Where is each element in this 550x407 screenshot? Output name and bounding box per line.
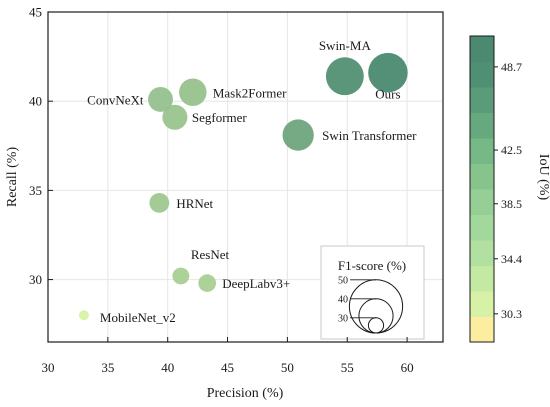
- point-label-hrnet: HRNet: [176, 196, 213, 211]
- plot-frame: [47, 11, 444, 343]
- x-tick-label: 55: [341, 360, 354, 375]
- point-labels: Swin-MA Ours Mask2Former ConvNeXt Segformer S…: [87, 38, 417, 325]
- colorbar-segment: [470, 112, 494, 139]
- data-point-mask2former: [179, 78, 207, 107]
- colorbar-tick-label: 30.3: [501, 307, 522, 321]
- x-axis: 30 35 40 45 50 55 60: [42, 337, 414, 375]
- x-tick-label: 60: [401, 360, 414, 375]
- point-label-deeplabv3-: DeepLabv3+: [222, 276, 290, 291]
- point-label-resnet: ResNet: [191, 247, 230, 262]
- colorbar-segment: [470, 87, 494, 113]
- x-axis-title: Precision (%): [207, 386, 284, 401]
- data-point-convnext: [148, 86, 173, 112]
- point-label-swin-ma: Swin-MA: [319, 38, 372, 53]
- size-legend-label: 30: [338, 313, 348, 324]
- colorbar-title: IoU (%): [536, 154, 550, 201]
- colorbar-frame: [469, 35, 495, 343]
- point-label-swin-transformer: Swin Transformer: [322, 128, 417, 143]
- x-tick-label: 30: [42, 360, 55, 375]
- colorbar-segment: [470, 265, 494, 292]
- colorbar-segment: [470, 61, 494, 88]
- y-axis-title: Recall (%): [5, 147, 20, 208]
- size-legend-label: 40: [338, 294, 348, 305]
- x-tick-label: 50: [281, 360, 294, 375]
- size-legend-label: 50: [338, 275, 348, 286]
- y-tick-label: 40: [29, 94, 42, 109]
- colorbar-tick-label: 38.5: [501, 197, 522, 211]
- y-tick-label: 35: [29, 183, 42, 198]
- data-point-swin-transformer: [282, 119, 314, 151]
- colorbar-tick-label: 42.5: [501, 143, 522, 157]
- data-point-mobilenet-v2: [78, 310, 89, 321]
- colorbar-segment: [470, 291, 494, 317]
- data-point-resnet: [172, 267, 190, 285]
- point-label-segformer: Segformer: [192, 110, 248, 125]
- y-tick-label: 30: [29, 272, 42, 287]
- colorbar-segment: [470, 36, 494, 62]
- data-point-swin-ma: [325, 57, 364, 96]
- data-point-deeplabv3-: [198, 274, 217, 292]
- data-points: [78, 52, 408, 321]
- size-legend-box: [320, 245, 425, 340]
- point-label-ours: Ours: [375, 87, 400, 102]
- x-tick-label: 40: [161, 360, 174, 375]
- data-point-hrnet: [149, 192, 170, 213]
- colorbar-tick-label: 34.4: [501, 252, 522, 266]
- y-axis: 30 35 40 45: [29, 5, 53, 287]
- y-tick-label: 45: [29, 5, 42, 20]
- point-label-convnext: ConvNeXt: [87, 92, 144, 107]
- point-label-mobilenet-v2: MobileNet_v2: [100, 310, 176, 325]
- x-tick-label: 35: [101, 360, 114, 375]
- point-label-mask2former: Mask2Former: [213, 85, 287, 100]
- data-point-ours: [368, 52, 408, 93]
- colorbar: 30.3 34.4 38.5 42.5 48.7: [469, 35, 522, 343]
- data-point-segformer: [162, 104, 188, 130]
- colorbar-segment: [470, 214, 494, 241]
- colorbar-segment: [470, 316, 494, 343]
- colorbar-segment: [470, 240, 494, 266]
- size-legend: F1-score (%) 50 40 30: [320, 245, 425, 340]
- x-tick-label: 45: [221, 360, 234, 375]
- colorbar-tick-label: 48.7: [501, 60, 522, 74]
- size-legend-title: F1-score (%): [338, 258, 406, 273]
- colorbar-segment: [470, 189, 494, 215]
- colorbar-segment: [470, 138, 494, 164]
- colorbar-segment: [470, 163, 494, 190]
